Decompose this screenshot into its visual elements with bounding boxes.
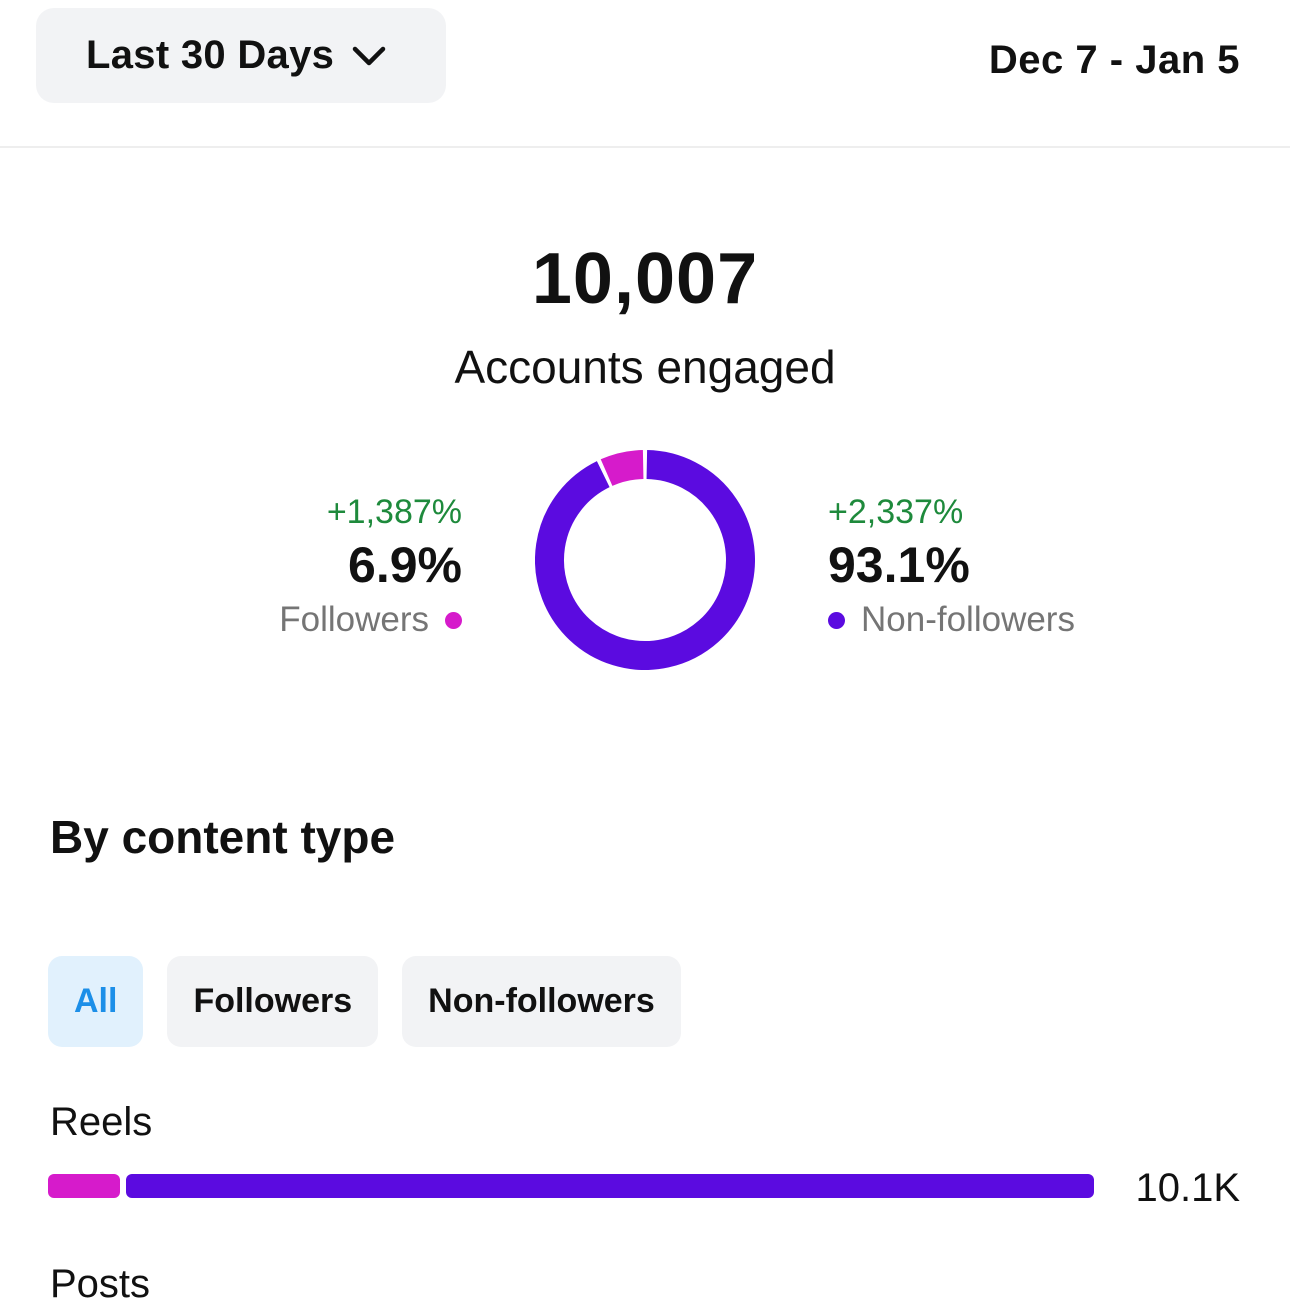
reels-value: 10.1K <box>1135 1166 1240 1210</box>
engagement-donut-chart <box>535 450 755 670</box>
non-followers-change: +2,337% <box>828 493 964 531</box>
reels-label: Reels <box>50 1100 153 1144</box>
accounts-engaged-total: 10,007 <box>531 239 759 319</box>
non-followers-legend: Non-followers <box>828 600 1075 640</box>
chevron-down-icon <box>352 45 386 67</box>
content-filter-tabs: All Followers Non-followers <box>48 956 681 1047</box>
filter-all-button[interactable]: All <box>48 956 144 1047</box>
followers-change: +1,387% <box>326 493 462 531</box>
followers-percent: 6.9% <box>348 537 462 593</box>
followers-legend: Followers <box>279 600 462 640</box>
posts-label: Posts <box>50 1262 151 1306</box>
non-followers-percent: 93.1% <box>828 537 970 593</box>
followers-legend-label: Followers <box>279 600 429 639</box>
section-title: By content type <box>50 811 396 863</box>
accounts-engaged-label: Accounts engaged <box>454 341 836 393</box>
reels-non-followers-segment <box>125 1174 1094 1198</box>
non-followers-legend-label: Non-followers <box>861 600 1075 639</box>
followers-dot-icon <box>445 611 462 629</box>
bar-gap <box>120 1174 126 1198</box>
reels-followers-segment <box>48 1174 120 1198</box>
reels-bar <box>48 1174 1094 1198</box>
followers-arc <box>600 450 644 487</box>
date-range: Dec 7 - Jan 5 <box>988 38 1240 82</box>
followers-breakdown: +1,387% 6.9% Followers <box>279 492 462 640</box>
period-dropdown[interactable]: Last 30 Days <box>36 8 446 103</box>
filter-followers-button[interactable]: Followers <box>167 956 379 1047</box>
filter-non-followers-button[interactable]: Non-followers <box>402 956 681 1047</box>
non-followers-arc <box>535 450 755 670</box>
non-followers-dot-icon <box>828 611 845 629</box>
period-label: Last 30 Days <box>86 33 335 77</box>
non-followers-breakdown: +2,337% 93.1% Non-followers <box>828 492 1075 640</box>
header-divider <box>0 146 1290 148</box>
